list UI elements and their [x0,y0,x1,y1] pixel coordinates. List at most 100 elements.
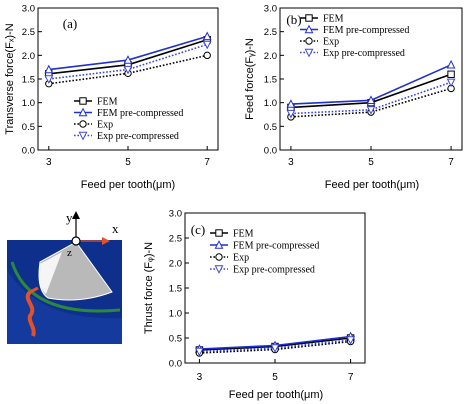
x-tick-label: 3 [288,157,294,168]
legend-marker [78,131,88,141]
y-tick-label: 2.5 [169,234,182,245]
panel-label: (b) [286,12,301,27]
axis-z-label: z [67,247,72,259]
y-axis-label: Feed force(Fᵧ)-N [244,38,256,120]
data-point [202,40,212,50]
y-tick-label: 1.5 [264,75,277,86]
legend-marker [304,24,314,34]
legend-label: Exp [323,37,339,48]
data-point [123,55,133,64]
cutting-path [10,261,121,313]
chip-curl [25,290,36,337]
x-tick-label: 3 [197,372,203,383]
data-point [346,336,356,345]
data-point [366,106,376,115]
axis-ticks: 0.0 0.5 1.0 1.5 2.0 2.5 3.0 3 5 7 [169,209,354,384]
y-axis-label: Thrust force (Fᵩ)-N [143,242,155,334]
y-tick-label: 1.5 [169,284,182,295]
y-tick-label: 1.0 [22,98,35,109]
panel-label: (a) [63,16,77,31]
x-tick-label: 7 [448,157,454,168]
legend-label: Exp [97,120,113,131]
y-arrow-head [72,211,80,219]
plot-frame [184,212,366,364]
legend-marker [305,37,313,45]
data-point [286,109,296,119]
series-line [48,54,208,85]
data-point [202,31,212,41]
legend-marker [78,107,88,117]
x-tick-label: 5 [272,372,278,383]
axis-x-label: x [112,221,119,236]
x-tick-label: 7 [348,372,354,383]
series-line [290,81,452,115]
x-axis-label: Feed per tooth(μm) [229,389,323,401]
y-tick-label: 1.5 [22,75,35,86]
y-tick-label: 2.5 [264,27,277,38]
y-tick-label: 1.0 [169,309,182,320]
tool-schematic-inset: y x z [7,210,122,344]
y-tick-label: 3.0 [169,209,182,220]
data-point [44,75,54,84]
x-tick-label: 3 [46,157,52,168]
data-point [194,347,204,357]
axis-ticks: 0.0 0.5 1.0 1.5 2.0 2.5 3.0 3 5 7 [264,4,455,169]
series-layer [44,31,212,88]
legend-label: Exp pre-compressed [97,131,179,142]
axis-y-label: y [66,210,73,225]
series-layer [286,59,456,121]
legend-marker [214,240,224,249]
data-point [447,70,455,78]
legend-marker [304,48,314,58]
legend-marker [305,14,313,22]
legend-label: FEM [97,97,118,108]
y-tick-label: 3.0 [22,4,35,15]
x-axis-label: Feed per tooth(μm) [325,179,419,191]
y-tick-label: 2.0 [169,259,182,270]
legend-label: FEM pre-compressed [323,25,409,36]
series-layer [194,331,356,357]
y-axis-label: Transverse force(Fₓ)-N [4,23,16,134]
legend-marker [215,253,223,261]
legend-label: Exp pre-compressed [323,48,405,59]
y-tick-label: 2.0 [264,51,277,62]
y-tick-label: 3.0 [264,4,277,15]
y-tick-label: 0.5 [169,334,182,345]
data-point [446,78,456,88]
y-tick-label: 2.5 [22,27,35,38]
y-tick-label: 1.0 [264,98,277,109]
tool-highlight [38,252,62,294]
legend-label: FEM [323,14,344,25]
legend-marker [79,97,87,105]
x-arrow-head [102,237,110,245]
x-axis-label: Feed per tooth(μm) [81,179,175,191]
legend-label: FEM pre-compressed [97,108,183,119]
workpiece-shade [7,270,122,344]
legend-label: Exp pre-compressed [233,265,315,276]
chip-tip [29,286,39,294]
legend-marker [79,120,87,128]
legend-label: FEM [233,229,254,240]
data-point [270,344,280,353]
data-point [286,99,296,108]
legend-label: FEM pre-compressed [233,241,319,252]
y-tick-label: 0.0 [169,359,182,370]
data-point [44,64,54,74]
z-axis-origin-icon [71,236,81,246]
x-tick-label: 5 [368,157,374,168]
y-tick-label: 2.0 [22,51,35,62]
y-tick-label: 0.5 [22,122,35,133]
data-point [366,95,376,104]
data-point [203,51,211,60]
legend-marker [214,265,224,274]
legend-label: Exp [233,253,249,264]
panel-label: (c) [191,222,205,237]
x-tick-label: 7 [204,157,210,168]
